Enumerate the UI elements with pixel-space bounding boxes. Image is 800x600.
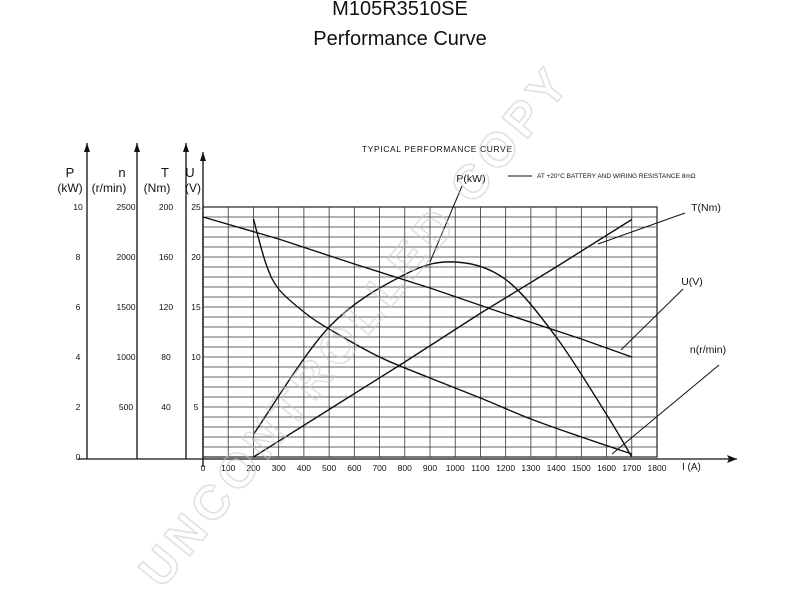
- x-tick-label: 1000: [446, 463, 465, 473]
- x-tick-label: 900: [423, 463, 437, 473]
- y-tick-label-U: 20: [191, 252, 201, 262]
- y-axis-unit-n: (r/min): [92, 181, 127, 195]
- chart-series: [202, 216, 633, 458]
- x-tick-label: 1200: [496, 463, 515, 473]
- y-axis-name-U: U: [185, 165, 194, 180]
- y-tick-label-U: 15: [191, 302, 201, 312]
- y-tick-label-n: 1000: [117, 352, 136, 362]
- x-tick-label: 500: [322, 463, 336, 473]
- y-tick-label-P: 6: [76, 302, 81, 312]
- chart-title: TYPICAL PERFORMANCE CURVE: [362, 144, 513, 154]
- y-tick-label-T: 40: [161, 402, 171, 412]
- y-tick-label-T: 80: [161, 352, 171, 362]
- series-leader-p-kw: [429, 185, 463, 263]
- x-tick-label: 400: [297, 463, 311, 473]
- y-tick-label-U: 5: [194, 402, 199, 412]
- series-label-n-r-min: n(r/min): [690, 344, 726, 356]
- series-label-t-nm: T(Nm): [691, 202, 721, 214]
- chart-tick-labels: P(kW)n(r/min)T(Nm)U(V)024681050010001500…: [57, 165, 666, 473]
- y-tick-label-U: 25: [191, 202, 201, 212]
- y-tick-label-n: 1500: [117, 302, 136, 312]
- x-tick-label: 1100: [471, 463, 490, 473]
- y-axis-name-T: T: [161, 165, 169, 180]
- watermark: UNCONTROLLED COPY: [129, 55, 583, 598]
- series-leader-t-nm: [597, 212, 686, 245]
- series-line-t-nm: [253, 218, 633, 458]
- y-tick-label-P: 0: [76, 452, 81, 462]
- series-leader-n-r-min: [611, 364, 720, 455]
- y-axis-arrowhead-P: [84, 143, 90, 152]
- x-tick-label: 600: [347, 463, 361, 473]
- x-tick-label: 1300: [521, 463, 540, 473]
- y-axis-unit-P: (kW): [57, 181, 82, 195]
- x-tick-label: 1800: [648, 463, 667, 473]
- chart-subtitle: Performance Curve: [313, 28, 487, 50]
- y-axis-unit-U: (V): [185, 181, 201, 195]
- y-axis-name-n: n: [118, 165, 125, 180]
- series-leader-u-v: [620, 288, 684, 351]
- x-tick-label: 1600: [597, 463, 616, 473]
- y-tick-label-P: 10: [73, 202, 83, 212]
- y-axis-arrowhead-U: [200, 152, 206, 161]
- series-line-p-kw: [252, 261, 633, 458]
- x-tick-label: 1700: [622, 463, 641, 473]
- x-tick-label: 1400: [547, 463, 566, 473]
- x-tick-label: 300: [272, 463, 286, 473]
- chart-labels: TYPICAL PERFORMANCE CURVE AT +20°C BATTE…: [362, 144, 726, 473]
- y-axis-arrowhead-T: [183, 143, 189, 152]
- x-tick-label: 100: [221, 463, 235, 473]
- y-tick-label-P: 2: [76, 402, 81, 412]
- y-tick-label-n: 500: [119, 402, 133, 412]
- chart-note: AT +20°C BATTERY AND WIRING RESISTANCE 8…: [537, 172, 696, 180]
- series-line-n-r-min: [252, 218, 633, 455]
- y-tick-label-T: 200: [159, 202, 173, 212]
- watermark-text: UNCONTROLLED COPY: [129, 55, 582, 597]
- x-axis-label: I (A): [682, 462, 701, 473]
- series-label-u-v: U(V): [681, 276, 703, 288]
- x-axis-arrowhead: [727, 455, 737, 463]
- x-tick-label: 700: [372, 463, 386, 473]
- y-axis-arrowhead-n: [134, 143, 140, 152]
- x-tick-label: 200: [246, 463, 260, 473]
- chart-axes: [78, 143, 737, 467]
- x-tick-label: 0: [201, 463, 206, 473]
- y-axis-unit-T: (Nm): [144, 181, 171, 195]
- x-tick-label: 800: [398, 463, 412, 473]
- y-axis-name-P: P: [66, 165, 75, 180]
- y-tick-label-P: 4: [76, 352, 81, 362]
- x-tick-label: 1500: [572, 463, 591, 473]
- y-tick-label-T: 160: [159, 252, 173, 262]
- y-tick-label-U: 10: [191, 352, 201, 362]
- y-tick-label-P: 8: [76, 252, 81, 262]
- chart-grid: [202, 206, 658, 458]
- series-label-p-kw: P(kW): [456, 173, 485, 185]
- model-title: M105R3510SE: [332, 0, 468, 20]
- y-tick-label-T: 120: [159, 302, 173, 312]
- series-line-u-v: [202, 216, 633, 358]
- y-tick-label-n: 2500: [117, 202, 136, 212]
- y-tick-label-n: 2000: [117, 252, 136, 262]
